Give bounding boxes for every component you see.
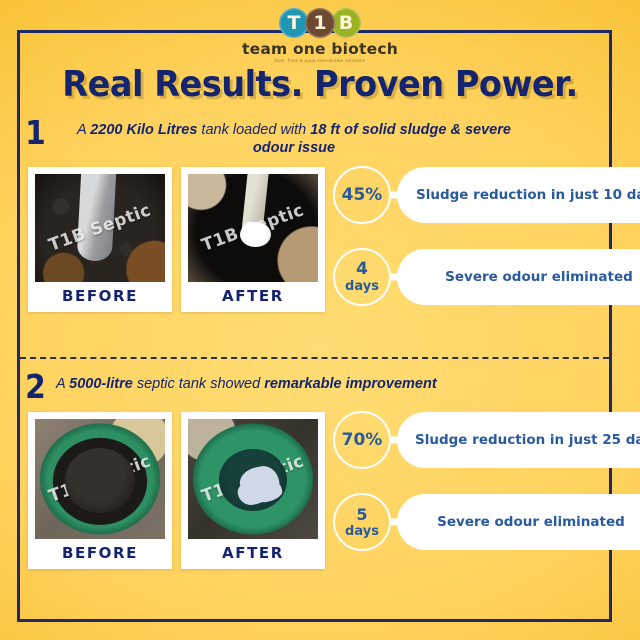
- section-2-stats: 70% Sludge reduction in just 25 days 5 d…: [325, 411, 640, 551]
- pill-connector: [389, 436, 399, 444]
- photo-caption-after: AFTER: [222, 287, 284, 305]
- brand-logo: T 1 B team one biotech bore, flora & aqu…: [0, 8, 640, 63]
- stat-badge: 45%: [333, 166, 391, 224]
- stat-item: 4 days Severe odour eliminated: [333, 248, 640, 306]
- section-divider: [20, 357, 609, 359]
- pill-connector: [389, 273, 399, 281]
- photo-before-image: T1B Septic: [35, 419, 165, 539]
- stat-item: 70% Sludge reduction in just 25 days: [333, 411, 640, 469]
- section-1-photos: T1B Septic BEFORE T1B Septic AFTER: [0, 167, 325, 312]
- brand-name: team one biotech: [242, 40, 398, 58]
- photo-card-before: T1B Septic BEFORE: [28, 167, 172, 312]
- section-2-body: T1B Septic BEFORE T1B Septic AFTER 70%: [0, 411, 640, 569]
- stat-badge: 4 days: [333, 248, 391, 306]
- photo-card-after: T1B Septic AFTER: [181, 167, 325, 312]
- stat-text: Severe odour eliminated: [437, 513, 625, 530]
- section-2-headline: A 5000-litre septic tank showed remarkab…: [56, 372, 610, 393]
- stat-value: 45%: [341, 184, 383, 205]
- stat-text: Sludge reduction in just 25 days: [415, 431, 640, 448]
- headline-bold-2: remarkable improvement: [264, 376, 437, 392]
- stat-pill: Severe odour eliminated: [389, 494, 640, 550]
- photo-before-image: T1B Septic: [35, 174, 165, 282]
- stat-badge: 70%: [333, 411, 391, 469]
- headline-bold-2: 18 ft of solid sludge & severe odour iss…: [252, 122, 511, 156]
- stat-value: 4: [356, 259, 368, 279]
- headline-bold-1: 2200 Kilo Litres: [90, 122, 198, 138]
- logo-marks: T 1 B: [0, 8, 640, 38]
- section-1-stats: 45% Sludge reduction in just 10 days 4 d…: [325, 166, 640, 306]
- watermark: T1B Septic: [46, 200, 154, 256]
- section-1-number: 1: [25, 113, 46, 152]
- stat-pill: Sludge reduction in just 25 days: [389, 412, 640, 468]
- logo-mark-b-icon: B: [331, 8, 361, 38]
- section-2: 2 A 5000-litre septic tank showed remark…: [0, 367, 640, 569]
- photo-caption-before: BEFORE: [61, 544, 139, 562]
- pill-connector: [389, 191, 399, 199]
- section-2-photos: T1B Septic BEFORE T1B Septic AFTER: [0, 412, 325, 569]
- logo-mark-t-icon: T: [279, 8, 309, 38]
- section-1: 1 A 2200 Kilo Litres tank loaded with 18…: [0, 113, 640, 312]
- headline-prefix: A: [55, 376, 70, 392]
- headline-bold-1: 5000-litre: [69, 376, 133, 392]
- section-1-headline: A 2200 Kilo Litres tank loaded with 18 f…: [56, 118, 610, 157]
- stat-pill: Severe odour eliminated: [389, 249, 640, 305]
- stat-unit: days: [345, 523, 379, 539]
- stat-text: Severe odour eliminated: [445, 268, 633, 285]
- section-1-header: 1 A 2200 Kilo Litres tank loaded with 18…: [0, 113, 640, 157]
- photo-card-after: T1B Septic AFTER: [181, 412, 325, 569]
- headline-prefix: A: [77, 122, 91, 138]
- stat-pill: Sludge reduction in just 10 days: [389, 167, 640, 223]
- stat-item: 5 days Severe odour eliminated: [333, 493, 640, 551]
- stat-text: Sludge reduction in just 10 days: [416, 186, 640, 203]
- photo-caption-after: AFTER: [222, 544, 284, 562]
- section-1-body: T1B Septic BEFORE T1B Septic AFTER 45%: [0, 166, 640, 312]
- watermark: T1B Septic: [199, 200, 307, 256]
- brand-tagline: bore, flora & aqua microbiome solutions: [274, 58, 366, 63]
- photo-card-before: T1B Septic BEFORE: [28, 412, 172, 569]
- watermark: T1B Septic: [46, 451, 154, 507]
- photo-after-image: T1B Septic: [188, 419, 318, 539]
- logo-mark-one-icon: 1: [305, 8, 335, 38]
- photo-after-image: T1B Septic: [188, 174, 318, 282]
- pill-connector: [389, 518, 399, 526]
- page-title: Real Results. Proven Power.: [62, 64, 578, 105]
- stat-value: 70%: [341, 429, 383, 450]
- stat-item: 45% Sludge reduction in just 10 days: [333, 166, 640, 224]
- headline-mid: septic tank showed: [132, 376, 265, 392]
- section-2-number: 2: [25, 367, 46, 406]
- section-2-header: 2 A 5000-litre septic tank showed remark…: [0, 367, 640, 406]
- stat-badge: 5 days: [333, 493, 391, 551]
- water-splash-shape: [237, 463, 282, 502]
- headline-mid: tank loaded with: [197, 122, 311, 138]
- photo-caption-before: BEFORE: [61, 287, 139, 305]
- stat-unit: days: [345, 279, 379, 294]
- stat-value: 5: [356, 504, 368, 524]
